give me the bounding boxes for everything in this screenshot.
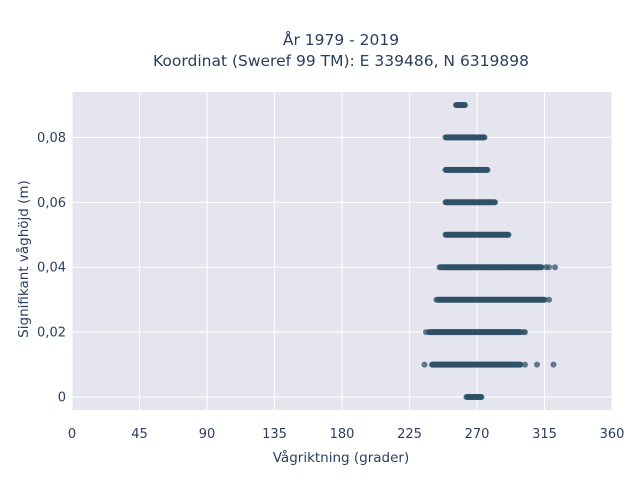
data-points (421, 102, 558, 400)
data-point (534, 361, 540, 368)
data-point (484, 166, 491, 173)
y-tick-label: 0,06 (37, 196, 66, 211)
y-tick-label: 0,08 (37, 131, 66, 146)
y-axis-label: Signifikant våghöjd (m) (15, 180, 32, 338)
data-point (492, 199, 498, 206)
x-tick-label: 0 (68, 427, 76, 442)
x-tick-label: 135 (262, 427, 287, 442)
y-tick-label: 0 (58, 391, 66, 406)
x-axis-label: Vågriktning (grader) (273, 449, 410, 466)
data-point (550, 361, 557, 368)
data-point (481, 134, 488, 141)
data-point (541, 296, 548, 303)
y-tick-label: 0,02 (37, 326, 66, 341)
data-point (433, 296, 440, 303)
x-tick-label: 360 (600, 427, 625, 442)
data-point (546, 296, 552, 303)
y-tick-label: 0,04 (37, 261, 66, 276)
chart-title-line2: Koordinat (Sweref 99 TM): E 339486, N 63… (153, 52, 529, 70)
data-point (462, 102, 468, 108)
data-point (478, 394, 485, 400)
x-tick-label: 225 (397, 427, 422, 442)
x-tick-label: 90 (199, 427, 216, 442)
data-point (538, 264, 545, 271)
x-tick-labels: 0 45 90 135 180 225 270 315 360 (68, 427, 625, 442)
data-point (423, 329, 429, 336)
data-point (546, 264, 552, 271)
data-point (522, 329, 528, 336)
data-point (517, 361, 524, 368)
x-tick-label: 270 (465, 427, 490, 442)
data-point (552, 264, 558, 271)
x-tick-label: 315 (532, 427, 557, 442)
x-tick-label: 180 (330, 427, 355, 442)
data-point (522, 361, 528, 368)
x-tick-label: 45 (131, 427, 148, 442)
chart-title-line1: År 1979 - 2019 (283, 30, 399, 49)
data-point (505, 231, 512, 238)
data-point (436, 264, 443, 271)
y-tick-labels: 0 0,02 0,04 0,06 0,08 (37, 131, 66, 406)
data-point (421, 361, 428, 368)
